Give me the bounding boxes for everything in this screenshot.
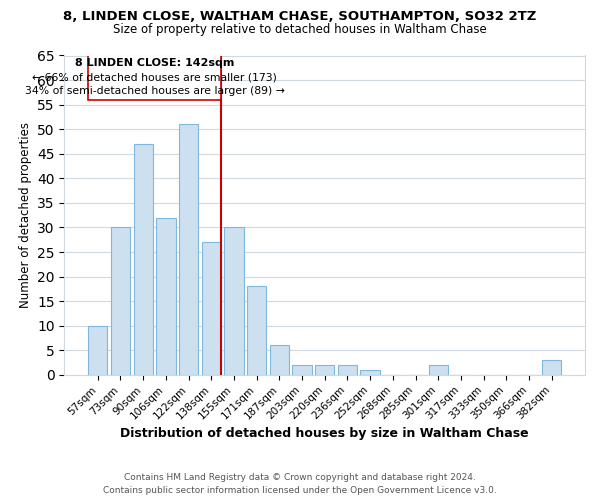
Bar [134,144,153,375]
Text: Contains HM Land Registry data © Crown copyright and database right 2024.
Contai: Contains HM Land Registry data © Crown c… [103,474,497,495]
Bar [88,326,107,375]
Bar [247,286,266,375]
Bar [179,124,198,375]
Text: ← 66% of detached houses are smaller (173): ← 66% of detached houses are smaller (17… [32,72,277,83]
Text: 8, LINDEN CLOSE, WALTHAM CHASE, SOUTHAMPTON, SO32 2TZ: 8, LINDEN CLOSE, WALTHAM CHASE, SOUTHAMP… [64,10,536,23]
Bar [270,346,289,375]
Bar [338,365,357,375]
Bar [88,56,221,100]
Bar [292,365,311,375]
Bar [202,242,221,375]
X-axis label: Distribution of detached houses by size in Waltham Chase: Distribution of detached houses by size … [121,427,529,440]
Bar [542,360,562,375]
Bar [428,365,448,375]
Text: Size of property relative to detached houses in Waltham Chase: Size of property relative to detached ho… [113,22,487,36]
Text: 8 LINDEN CLOSE: 142sqm: 8 LINDEN CLOSE: 142sqm [75,58,234,68]
Y-axis label: Number of detached properties: Number of detached properties [19,122,32,308]
Bar [224,228,244,375]
Bar [156,218,176,375]
Text: 34% of semi-detached houses are larger (89) →: 34% of semi-detached houses are larger (… [25,86,284,96]
Bar [111,228,130,375]
Bar [361,370,380,375]
Bar [315,365,334,375]
